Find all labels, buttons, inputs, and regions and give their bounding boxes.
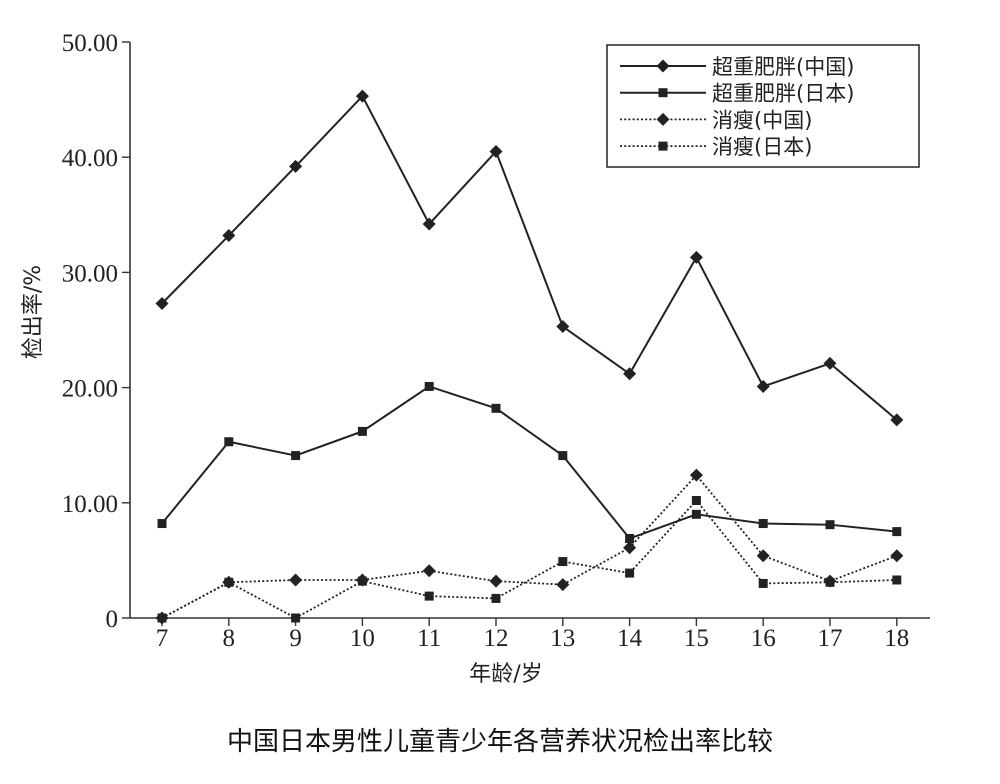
x-tick-label: 15	[684, 625, 709, 652]
series-2	[155, 468, 904, 625]
series-line-0	[161, 95, 898, 421]
data-point-2-8	[689, 468, 703, 482]
x-tick-label: 7	[156, 625, 169, 652]
data-point-3-11	[892, 575, 902, 585]
y-tick-label: 50.00	[62, 30, 118, 57]
y-axis-title: 检出率/%	[21, 265, 46, 359]
y-tick-label: 30.00	[62, 260, 118, 287]
x-tick-label: 14	[617, 625, 643, 652]
data-point-2-9	[756, 549, 770, 563]
data-point-1-10	[825, 520, 835, 530]
y-ticks: 0 10.00 20.00 30.00 40.00 50.00	[62, 30, 130, 633]
legend-item-0: 超重肥胖(中国)	[620, 55, 854, 79]
series-line-2	[161, 474, 898, 619]
data-point-3-7	[625, 568, 635, 578]
x-tick-label: 17	[818, 625, 843, 652]
x-tick-label: 12	[484, 625, 509, 652]
data-point-2-5	[489, 574, 503, 588]
data-point-0-6	[556, 320, 570, 334]
legend-marker	[656, 59, 670, 73]
legend-item-1: 超重肥胖(日本)	[620, 82, 854, 106]
y-tick-label: 10.00	[62, 491, 118, 518]
y-tick-label: 40.00	[62, 145, 118, 172]
data-point-1-5	[491, 403, 501, 413]
legend-item-2: 消瘦(中国)	[620, 108, 812, 132]
x-ticks: 7 8 9 10 11 12 13 14 15 16 17 18	[156, 618, 909, 652]
data-point-1-2	[291, 451, 301, 461]
data-point-2-11	[890, 549, 904, 563]
data-point-0-0	[155, 297, 169, 311]
data-point-2-4	[422, 564, 436, 578]
data-point-1-6	[558, 451, 568, 461]
data-point-2-6	[556, 578, 570, 592]
data-point-0-2	[289, 159, 303, 173]
x-tick-label: 8	[223, 625, 236, 652]
legend-label: 超重肥胖(日本)	[712, 82, 854, 106]
series-line-1	[161, 385, 897, 540]
data-point-0-11	[890, 413, 904, 427]
x-tick-label: 13	[550, 625, 575, 652]
x-tick-label: 11	[417, 625, 441, 652]
data-point-3-0	[157, 613, 167, 623]
y-tick-label: 20.00	[62, 376, 118, 403]
data-point-1-4	[424, 381, 434, 391]
chart-title: 中国日本男性儿童青少年各营养状况检出率比较	[227, 727, 773, 757]
x-tick-label: 18	[884, 625, 909, 652]
y-tick-label: 0	[106, 606, 119, 633]
data-point-0-10	[823, 356, 837, 370]
data-point-1-1	[224, 437, 234, 447]
legend-label: 消瘦(日本)	[712, 135, 812, 159]
data-point-3-2	[291, 613, 301, 623]
legend-label: 超重肥胖(中国)	[712, 55, 854, 79]
series-1	[157, 381, 902, 544]
legend-marker	[656, 112, 670, 126]
x-tick-label: 16	[751, 625, 776, 652]
data-point-3-1	[224, 577, 234, 587]
data-point-3-9	[758, 578, 768, 588]
data-point-2-2	[289, 573, 303, 587]
legend-label: 消瘦(中国)	[712, 108, 812, 132]
data-point-1-7	[625, 534, 635, 544]
data-point-0-8	[689, 250, 703, 264]
x-tick-label: 10	[350, 625, 375, 652]
data-point-3-8	[691, 495, 701, 505]
series-3	[157, 495, 902, 623]
data-point-0-4	[422, 217, 436, 231]
axes	[129, 42, 930, 619]
x-tick-label: 9	[289, 625, 302, 652]
data-point-1-3	[357, 426, 367, 436]
data-point-3-4	[424, 591, 434, 601]
series-0	[155, 89, 904, 427]
series-line-3	[161, 499, 897, 619]
series-group	[155, 89, 904, 625]
data-point-2-7	[623, 541, 637, 555]
data-point-3-6	[558, 557, 568, 567]
data-point-3-5	[491, 593, 501, 603]
legend-marker	[658, 88, 668, 98]
legend: 超重肥胖(中国) 超重肥胖(日本)消瘦(中国) 消瘦(日本)	[606, 44, 920, 168]
data-point-0-7	[623, 367, 637, 381]
legend-marker	[658, 141, 668, 151]
data-point-1-0	[157, 519, 167, 529]
data-point-0-3	[355, 89, 369, 103]
data-point-3-10	[825, 577, 835, 587]
data-point-0-1	[222, 229, 236, 243]
data-point-3-3	[357, 576, 367, 586]
data-point-1-9	[758, 519, 768, 529]
legend-item-3: 消瘦(日本)	[620, 135, 812, 159]
data-point-1-11	[892, 527, 902, 537]
x-axis-title: 年龄/岁	[469, 662, 542, 687]
data-point-0-5	[489, 144, 503, 158]
data-point-0-9	[756, 379, 770, 393]
data-point-1-8	[691, 509, 701, 519]
